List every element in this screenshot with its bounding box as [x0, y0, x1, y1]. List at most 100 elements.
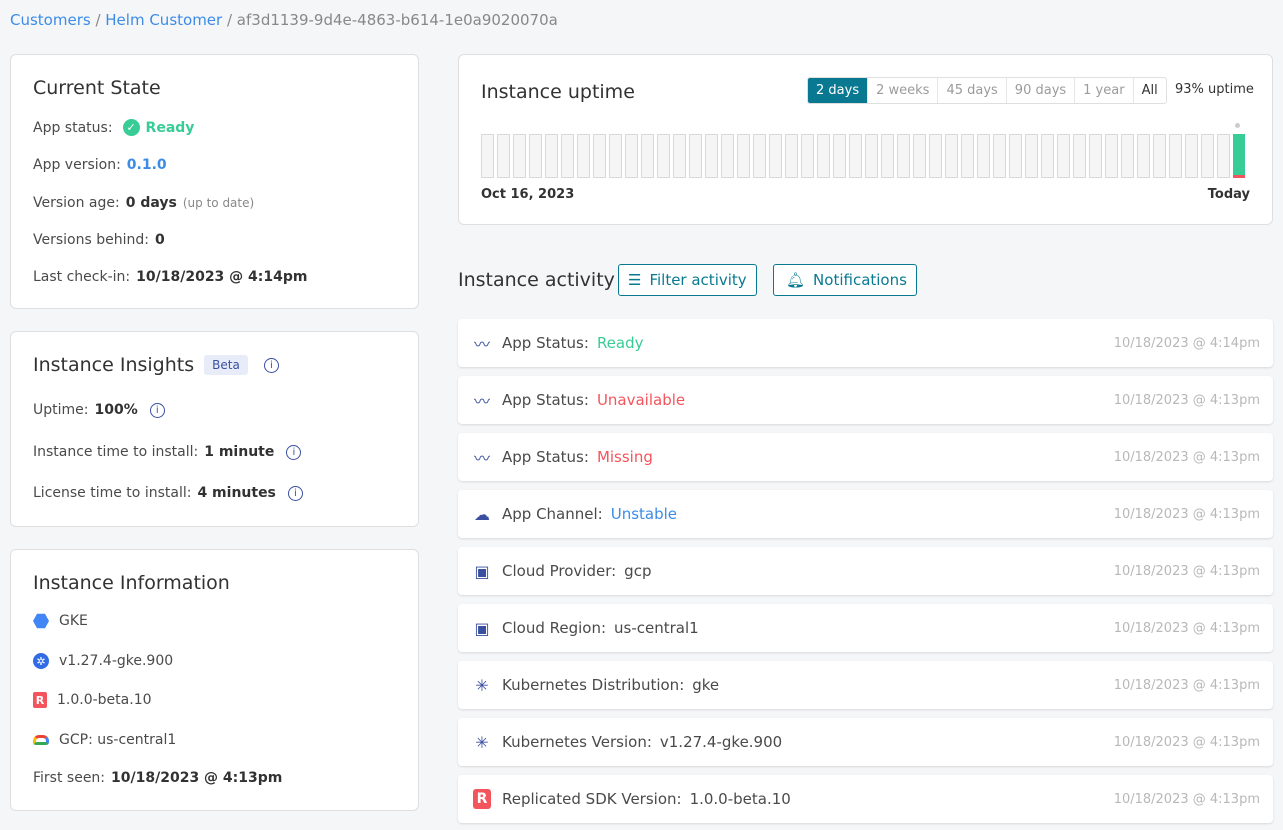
label: App status: — [33, 119, 113, 136]
cloud-box-icon: ▣ — [474, 561, 490, 581]
activity-item: 〰 App Status: Unavailable 10/18/2023 @ 4:13… — [458, 376, 1273, 424]
range-2-days[interactable]: 2 days — [808, 78, 868, 103]
activity-item: ▣ Cloud Region: us-central1 10/18/2023 @ 4:… — [458, 604, 1273, 652]
label: Versions behind: — [33, 232, 149, 248]
uptime-bar — [929, 134, 942, 178]
range-45-days[interactable]: 45 days — [937, 78, 1005, 103]
activity-time: 10/18/2023 @ 4:13pm — [1113, 449, 1260, 465]
network-icon: ✳ — [475, 675, 489, 695]
label: App version: — [33, 157, 121, 173]
card-title: Instance Information — [33, 572, 230, 594]
activity-item: 〰 App Status: Missing 10/18/2023 @ 4:13pm — [458, 433, 1273, 481]
uptime-bar — [705, 134, 718, 178]
first-seen: 10/18/2023 @ 4:13pm — [111, 770, 283, 786]
uptime-bar — [849, 134, 862, 178]
activity-value: gcp — [624, 562, 652, 580]
label: Last check-in: — [33, 269, 131, 285]
uptime-bar-today[interactable] — [1233, 134, 1245, 178]
uptime-bar — [945, 134, 958, 178]
activity-item: 〰 App Status: Ready 10/18/2023 @ 4:14pm — [458, 319, 1273, 367]
uptime-bar — [593, 134, 606, 178]
activity-label: Cloud Provider: — [502, 562, 617, 580]
info-icon[interactable]: i — [286, 444, 302, 460]
breadcrumb-customers[interactable]: Customers — [10, 11, 91, 29]
cloud-download-icon: ☁ — [474, 504, 490, 524]
cloud-region: GCP: us-central1 — [59, 732, 177, 748]
k8s-version: v1.27.4-gke.900 — [59, 653, 174, 669]
activity-label: Kubernetes Distribution: — [502, 676, 685, 694]
today-marker — [1235, 123, 1240, 128]
activity-item: ▣ Cloud Provider: gcp 10/18/2023 @ 4:13pm — [458, 547, 1273, 595]
uptime-summary: 93% uptime — [1175, 82, 1254, 97]
button-label: Notifications — [813, 271, 907, 289]
check-circle-icon: ✓ — [122, 119, 140, 136]
range-selector: 2 days 2 weeks 45 days 90 days 1 year Al… — [807, 77, 1167, 104]
activity-label: App Status: — [502, 391, 589, 409]
uptime-bar — [1121, 134, 1134, 178]
app-version-link[interactable]: 0.1.0 — [126, 157, 167, 173]
activity-item: ✳ Kubernetes Version: v1.27.4-gke.900 10/18… — [458, 718, 1273, 766]
breadcrumb-current: af3d1139-9d4e-4863-b614-1e0a9020070a — [236, 11, 558, 29]
range-2-weeks[interactable]: 2 weeks — [867, 78, 937, 103]
instance-info-card: Instance Information GKE ✲ v1.27.4-gke.90… — [10, 549, 419, 811]
sliders-icon: ☰ — [628, 271, 642, 289]
activity-time: 10/18/2023 @ 4:13pm — [1113, 392, 1260, 408]
range-all[interactable]: All — [1132, 78, 1166, 103]
app-status: Ready — [145, 119, 195, 136]
uptime-bar — [881, 134, 894, 178]
pulse-icon: 〰 — [473, 335, 490, 354]
current-state-card: Current State App status: ✓ Ready App vers… — [10, 54, 419, 309]
uptime-bar — [865, 134, 878, 178]
gcp-icon — [33, 735, 49, 745]
activity-value: Ready — [596, 334, 644, 352]
uptime-bar — [1073, 134, 1086, 178]
info-icon[interactable]: i — [149, 402, 165, 418]
down-segment — [1233, 174, 1245, 178]
activity-label: Cloud Region: — [502, 619, 607, 637]
uptime-bar — [641, 134, 654, 178]
uptime-bar — [1009, 134, 1022, 178]
breadcrumb-customer[interactable]: Helm Customer — [105, 11, 223, 29]
notifications-button[interactable]: 🔔︎ Notifications — [773, 264, 917, 296]
uptime-bar — [993, 134, 1006, 178]
uptime-bar — [673, 134, 686, 178]
label: License time to install: — [33, 485, 192, 501]
uptime-bar — [609, 134, 622, 178]
distribution: GKE — [59, 613, 88, 629]
info-icon[interactable]: i — [263, 357, 279, 373]
network-icon: ✳ — [475, 732, 489, 752]
uptime-bar — [737, 134, 750, 178]
uptime-bar — [481, 134, 494, 178]
pulse-icon: 〰 — [473, 449, 490, 468]
uptime-bar — [1089, 134, 1102, 178]
activity-value: us-central1 — [614, 619, 699, 637]
range-1-year[interactable]: 1 year — [1074, 78, 1132, 103]
activity-time: 10/18/2023 @ 4:13pm — [1113, 677, 1260, 693]
uptime-bar — [1217, 134, 1230, 178]
end-date: Today — [1207, 187, 1250, 202]
gke-icon — [33, 613, 49, 629]
uptime-bar — [1025, 134, 1038, 178]
uptime-bar — [801, 134, 814, 178]
range-90-days[interactable]: 90 days — [1005, 78, 1074, 103]
up-segment — [1233, 134, 1245, 175]
start-date: Oct 16, 2023 — [481, 187, 575, 202]
activity-title: Instance activity — [458, 269, 615, 291]
activity-time: 10/18/2023 @ 4:14pm — [1113, 335, 1260, 351]
replicated-icon: R — [471, 788, 493, 810]
activity-time: 10/18/2023 @ 4:13pm — [1113, 734, 1260, 750]
uptime-bar — [1201, 134, 1214, 178]
activity-item: ☁ App Channel: Unstable 10/18/2023 @ 4:13pm — [458, 490, 1273, 538]
uptime-bars — [481, 134, 1245, 178]
license-time: 4 minutes — [197, 485, 276, 501]
filter-activity-button[interactable]: ☰ Filter activity — [618, 264, 757, 296]
kubernetes-icon: ✲ — [33, 653, 49, 669]
activity-value: Unstable — [610, 505, 678, 523]
info-icon[interactable]: i — [287, 485, 303, 501]
label: Instance time to install: — [33, 444, 199, 460]
uptime-bar — [1153, 134, 1166, 178]
uptime-bar — [1041, 134, 1054, 178]
activity-label: Kubernetes Version: — [502, 733, 652, 751]
uptime-bar — [897, 134, 910, 178]
bell-icon: 🔔︎ — [786, 271, 806, 289]
